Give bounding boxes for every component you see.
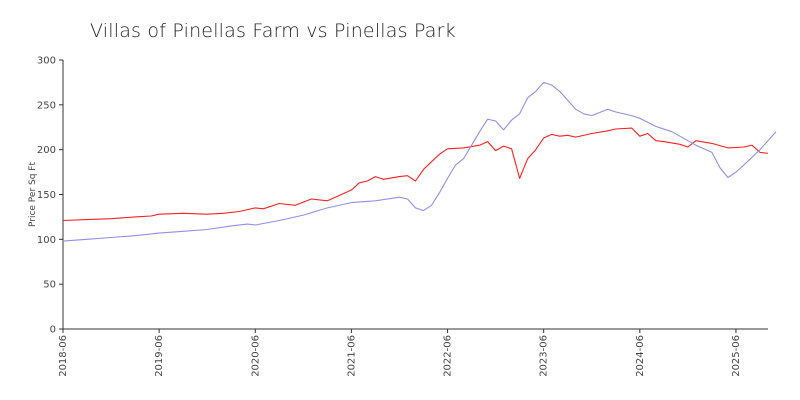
y-tick-label: 100 <box>37 235 56 246</box>
x-tick-label: 2025-06 <box>731 335 742 377</box>
y-tick-label: 0 <box>50 325 56 336</box>
x-tick-label: 2022-06 <box>443 335 454 377</box>
y-tick-label: 150 <box>37 190 56 201</box>
x-tick-label: 2024-06 <box>635 335 646 377</box>
chart-title: Villas of Pinellas Farm vs Pinellas Park <box>90 20 456 42</box>
x-tick-label: 2023-06 <box>539 335 550 377</box>
x-tick-label: 2021-06 <box>346 335 357 377</box>
y-tick-label: 50 <box>43 280 56 291</box>
y-tick-label: 250 <box>37 100 56 111</box>
series-line-2 <box>62 81 777 242</box>
y-tick-label: 300 <box>37 56 56 67</box>
y-tick-label: 200 <box>37 145 56 156</box>
series-line-1 <box>62 127 769 222</box>
y-axis-label: Price Per Sq Ft <box>28 162 38 227</box>
x-tick-label: 2019-06 <box>154 335 165 377</box>
x-tick-label: 2018-06 <box>58 335 69 377</box>
x-tick-label: 2020-06 <box>250 335 261 377</box>
